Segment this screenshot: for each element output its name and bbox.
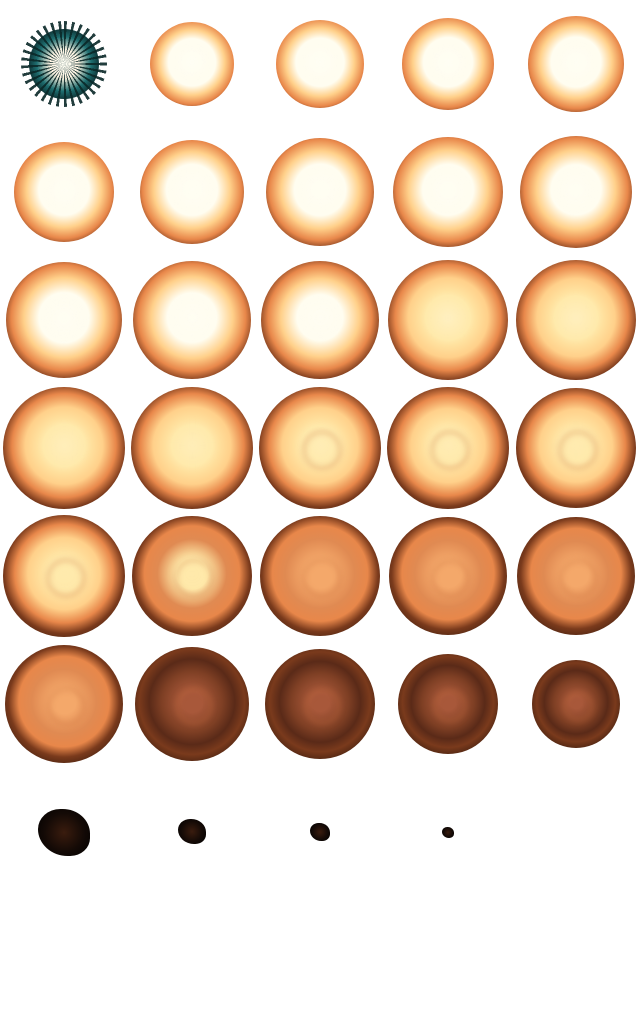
- explosion-frame: [256, 384, 384, 512]
- fireball: [516, 388, 636, 508]
- core-glow: [38, 292, 90, 344]
- core-glow: [42, 168, 87, 213]
- fireball: [532, 660, 620, 748]
- smoke-puff: [38, 809, 90, 856]
- fireball: [260, 516, 380, 636]
- core-glow: [555, 41, 598, 84]
- fireball: [21, 21, 107, 107]
- fireball: [398, 654, 498, 754]
- inner-ring: [431, 431, 469, 469]
- inner-ring: [559, 431, 597, 469]
- explosion-frame: [0, 384, 128, 512]
- core-glow: [173, 43, 211, 81]
- core-glow: [423, 165, 473, 215]
- fireball: [388, 260, 508, 380]
- fireball: [132, 516, 252, 636]
- fireball: [528, 16, 624, 112]
- inner-ring: [564, 692, 593, 721]
- explosion-frame: [384, 256, 512, 384]
- fireball: [261, 261, 379, 379]
- fireball: [6, 262, 122, 378]
- fireball: [393, 137, 503, 247]
- fireball: [135, 647, 249, 761]
- explosion-frame: [384, 768, 512, 896]
- inner-ring: [305, 689, 340, 724]
- inner-ring: [434, 690, 466, 722]
- core-glow: [296, 165, 345, 214]
- core-glow: [549, 291, 603, 345]
- explosion-frame: [0, 128, 128, 256]
- explosion-frame: [512, 128, 640, 256]
- fireball: [276, 20, 364, 108]
- core-glow: [37, 418, 92, 473]
- explosion-frame: [0, 0, 128, 128]
- explosion-frame: [128, 768, 256, 896]
- core-glow: [169, 166, 216, 213]
- inner-ring: [303, 559, 341, 597]
- core-glow: [421, 291, 475, 345]
- explosion-frame: [0, 256, 128, 384]
- fireball: [387, 387, 509, 509]
- explosion-frame: [128, 640, 256, 768]
- explosion-frame: [512, 0, 640, 128]
- explosion-frame: [256, 640, 384, 768]
- core-glow: [551, 165, 601, 215]
- fireball: [266, 138, 374, 246]
- explosion-frame: [256, 128, 384, 256]
- fireball: [14, 142, 114, 242]
- fireball: [259, 387, 381, 509]
- core-glow: [428, 42, 469, 83]
- inner-ring: [175, 559, 213, 597]
- explosion-frame: [256, 0, 384, 128]
- fireball: [133, 261, 251, 379]
- inner-ring: [47, 559, 85, 597]
- fireball: [5, 645, 123, 763]
- inner-ring: [432, 560, 469, 597]
- smoke-puff: [310, 823, 330, 841]
- core-glow: [48, 47, 80, 79]
- fireball: [265, 649, 375, 759]
- explosion-frame: [128, 128, 256, 256]
- inner-ring: [303, 431, 341, 469]
- explosion-frame: [256, 768, 384, 896]
- fireball: [150, 22, 234, 106]
- fireball: [520, 136, 632, 248]
- explosion-frame: [512, 256, 640, 384]
- inner-ring: [176, 688, 212, 724]
- inner-ring: [48, 688, 85, 725]
- explosion-frame: [128, 512, 256, 640]
- explosion-frame: [128, 384, 256, 512]
- explosion-frame: [384, 384, 512, 512]
- fireball: [3, 515, 125, 637]
- smoke-puff: [442, 827, 454, 838]
- smoke-puff: [178, 819, 206, 844]
- fireball: [131, 387, 253, 509]
- inner-ring: [560, 560, 597, 597]
- fireball: [140, 140, 244, 244]
- explosion-frame: [0, 640, 128, 768]
- core-glow: [294, 291, 347, 344]
- explosion-frame: [0, 512, 128, 640]
- explosion-frame: [512, 512, 640, 640]
- core-glow: [166, 291, 219, 344]
- fireball: [516, 260, 636, 380]
- explosion-frame: [384, 0, 512, 128]
- explosion-frame: [0, 768, 128, 896]
- explosion-frame: [128, 0, 256, 128]
- explosion-frame: [512, 640, 640, 768]
- explosion-frame: [512, 384, 640, 512]
- explosion-frame: [384, 640, 512, 768]
- explosion-frame: [384, 128, 512, 256]
- core-glow: [300, 42, 340, 82]
- fireball: [517, 517, 635, 635]
- core-glow: [165, 418, 220, 473]
- explosion-frame: [256, 512, 384, 640]
- explosion-frame: [256, 256, 384, 384]
- explosion-frame: [128, 256, 256, 384]
- fireball: [402, 18, 494, 110]
- fireball: [389, 517, 507, 635]
- explosion-frame: [384, 512, 512, 640]
- fireball: [3, 387, 125, 509]
